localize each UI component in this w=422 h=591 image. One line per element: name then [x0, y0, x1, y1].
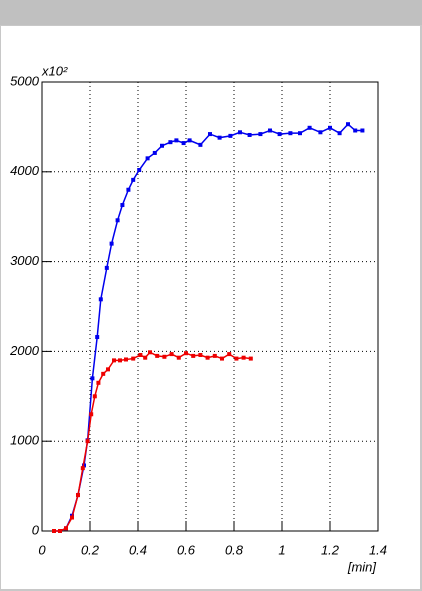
- data-point: [169, 352, 174, 357]
- data-point: [115, 218, 120, 223]
- data-point: [174, 138, 179, 143]
- data-point: [96, 380, 101, 385]
- data-point: [85, 439, 90, 444]
- data-point: [137, 168, 142, 173]
- y-tick-label: 5000: [10, 73, 40, 88]
- data-point: [92, 394, 97, 399]
- x-tick-label: 0.2: [81, 542, 100, 557]
- data-point: [184, 351, 188, 356]
- data-point: [109, 241, 114, 246]
- data-point: [191, 353, 196, 358]
- data-point: [208, 132, 212, 137]
- data-point: [162, 354, 167, 359]
- data-point: [118, 358, 122, 363]
- data-point: [80, 466, 85, 471]
- data-point: [258, 132, 263, 137]
- data-point: [268, 128, 272, 133]
- data-point: [318, 130, 323, 135]
- y-tick-label: 1000: [10, 433, 40, 448]
- data-point: [143, 355, 148, 360]
- data-point: [152, 150, 157, 155]
- data-point: [89, 412, 94, 417]
- data-point: [131, 177, 136, 182]
- data-point: [181, 141, 186, 146]
- data-point: [247, 132, 252, 137]
- data-point: [328, 125, 332, 130]
- data-point: [120, 203, 125, 208]
- x-axis-title: [min]: [347, 559, 377, 574]
- title-bar: [0, 0, 422, 25]
- data-point: [353, 128, 358, 133]
- data-point: [145, 156, 150, 161]
- data-point: [198, 352, 203, 357]
- canvas: [1, 26, 420, 589]
- y-multiplier: x10²: [41, 63, 68, 78]
- data-point: [248, 356, 253, 361]
- data-point: [64, 526, 68, 531]
- data-point: [126, 187, 131, 192]
- data-point: [241, 355, 246, 360]
- x-tick-label: 0: [38, 542, 46, 557]
- data-point: [148, 350, 152, 355]
- data-point: [155, 353, 160, 358]
- data-point: [205, 355, 210, 360]
- data-point: [298, 131, 302, 136]
- data-point: [106, 367, 110, 372]
- data-point: [112, 358, 116, 363]
- x-tick-label: 1: [278, 542, 285, 557]
- data-point: [131, 356, 136, 361]
- data-point: [76, 493, 80, 498]
- y-tick-label: 4000: [10, 163, 40, 178]
- data-point: [58, 529, 62, 533]
- data-point: [187, 138, 192, 143]
- data-point: [98, 297, 103, 302]
- x-tick-label: 0.4: [129, 542, 147, 557]
- data-point: [346, 122, 350, 127]
- x-tick-label: 0.6: [177, 542, 196, 557]
- y-tick-label: 3000: [10, 253, 40, 268]
- data-point: [307, 125, 312, 130]
- data-point: [217, 135, 222, 140]
- data-point: [227, 352, 232, 357]
- data-point: [70, 515, 74, 520]
- data-point: [160, 143, 164, 148]
- x-tick-label: 1.2: [321, 542, 340, 557]
- y-tick-label: 2000: [9, 343, 40, 358]
- data-point: [52, 529, 56, 533]
- data-point: [238, 130, 242, 135]
- data-point: [198, 142, 203, 147]
- data-point: [234, 356, 239, 361]
- data-point: [104, 265, 109, 270]
- data-point: [220, 356, 224, 361]
- data-point: [95, 335, 100, 340]
- x-tick-label: 1.4: [369, 542, 387, 557]
- data-point: [90, 376, 95, 381]
- data-point: [212, 353, 217, 358]
- data-point: [168, 140, 173, 145]
- data-point: [337, 131, 342, 136]
- data-point: [176, 355, 181, 360]
- data-point: [277, 132, 282, 137]
- data-point: [228, 133, 233, 138]
- data-point: [360, 128, 365, 133]
- data-point: [124, 357, 128, 362]
- data-point: [138, 352, 143, 357]
- y-tick-label: 0: [32, 522, 40, 537]
- x-tick-label: 0.8: [225, 542, 244, 557]
- data-point: [288, 131, 293, 136]
- data-point: [101, 371, 106, 376]
